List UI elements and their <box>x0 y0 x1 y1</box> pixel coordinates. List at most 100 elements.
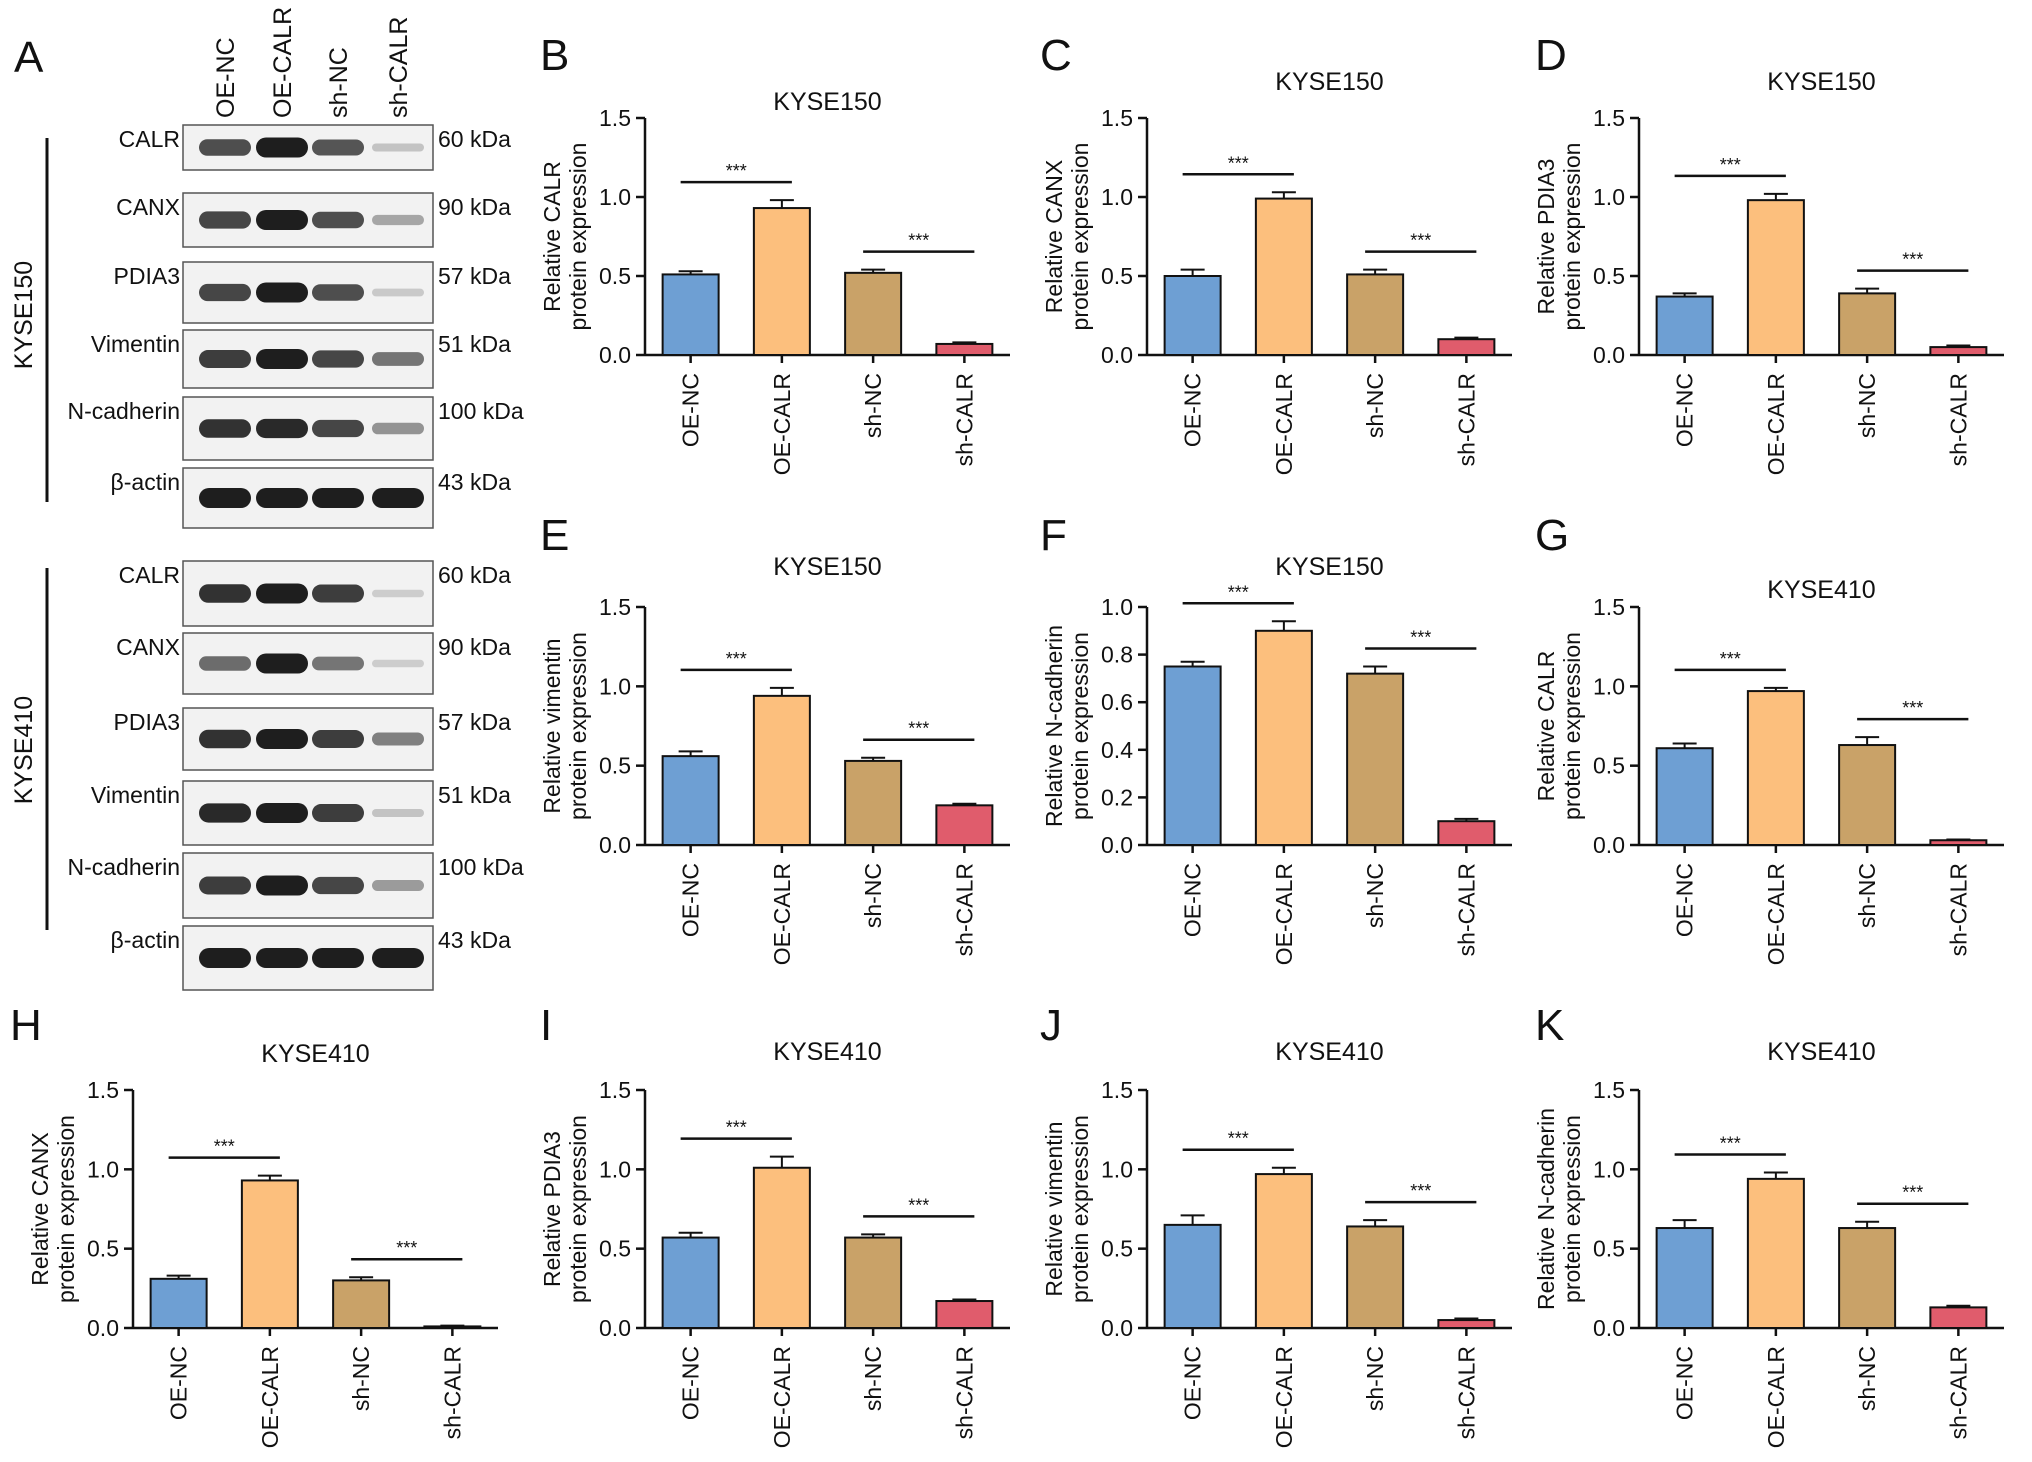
y-tick-label: 1.5 <box>599 1077 631 1103</box>
y-tick-label: 1.0 <box>1593 1156 1625 1182</box>
y-tick-label: 0.0 <box>87 1315 119 1341</box>
blot-band <box>372 948 424 968</box>
bar <box>661 1236 720 1330</box>
x-tick-label: OE-CALR <box>1271 373 1297 475</box>
significance-stars: *** <box>908 1195 929 1215</box>
chart-title: KYSE410 <box>1767 1038 1875 1066</box>
significance-stars: *** <box>1902 250 1923 270</box>
bar <box>1746 199 1805 356</box>
chart-title: KYSE150 <box>1275 68 1383 96</box>
blot-band <box>372 880 424 891</box>
y-tick-label: 0.5 <box>599 263 631 289</box>
bar <box>661 755 720 846</box>
y-tick-label: 1.0 <box>599 184 631 210</box>
x-tick-label: sh-NC <box>860 1346 886 1411</box>
y-axis-label: Relative vimentin <box>539 638 565 813</box>
significance-stars: *** <box>1410 231 1431 251</box>
y-tick-label: 0.0 <box>599 832 631 858</box>
chart-panel-k: K KYSE410 0.0 0.5 1.0 1.5 Relative N-cadherin p… <box>1533 1001 2004 1448</box>
protein-label: PDIA3 <box>114 263 180 289</box>
x-tick-label: sh-CALR <box>951 1346 977 1439</box>
bar <box>935 804 994 846</box>
bar <box>1746 690 1805 846</box>
bar <box>1254 197 1313 356</box>
x-tick-label: OE-CALR <box>1763 863 1789 965</box>
blot-band <box>199 419 251 438</box>
y-tick-label: 0.4 <box>1101 737 1133 763</box>
panel-letter: G <box>1535 511 1569 560</box>
blot-band <box>199 350 251 368</box>
bar <box>240 1179 299 1329</box>
x-tick-label: sh-NC <box>1362 863 1388 928</box>
blot-band <box>312 139 364 156</box>
x-tick-label: OE-CALR <box>769 1346 795 1448</box>
bar <box>752 694 811 846</box>
protein-label: CANX <box>116 194 180 220</box>
size-label: 43 kDa <box>438 927 511 953</box>
x-tick-label: OE-CALR <box>1763 373 1789 475</box>
blot-band <box>199 139 251 156</box>
blot-band <box>312 350 364 368</box>
y-tick-label: 1.5 <box>1593 105 1625 131</box>
bar <box>332 1279 391 1330</box>
y-axis-label: protein expression <box>1559 143 1585 331</box>
blot-band <box>372 659 424 668</box>
size-label: 90 kDa <box>438 634 511 660</box>
x-tick-label: sh-NC <box>860 863 886 928</box>
size-label: 43 kDa <box>438 469 511 495</box>
y-axis-label: Relative CALR <box>1533 651 1559 802</box>
protein-label: Vimentin <box>91 782 180 808</box>
blot-band <box>256 282 308 303</box>
significance-stars: *** <box>1228 1129 1249 1149</box>
bar <box>1346 1225 1405 1330</box>
y-axis-label: Relative N-cadherin <box>1041 625 1067 827</box>
y-tick-label: 1.0 <box>1101 184 1133 210</box>
x-tick-label: sh-CALR <box>951 863 977 956</box>
bar <box>1655 295 1714 357</box>
x-tick-label: OE-CALR <box>1271 863 1297 965</box>
x-tick-label: sh-NC <box>1854 1346 1880 1411</box>
x-tick-label: OE-CALR <box>769 373 795 475</box>
significance-stars: *** <box>908 231 929 251</box>
panel-letter: I <box>540 1001 552 1050</box>
blot-band <box>199 803 251 823</box>
y-tick-label: 1.0 <box>1101 1156 1133 1182</box>
y-tick-label: 1.5 <box>1101 105 1133 131</box>
y-tick-label: 0.0 <box>599 342 631 368</box>
y-tick-label: 0.2 <box>1101 784 1133 810</box>
x-tick-label: sh-CALR <box>439 1346 465 1439</box>
bar <box>1929 1306 1988 1329</box>
y-axis-label: protein expression <box>565 632 591 820</box>
chart-panel-f: F KYSE150 0.0 0.2 0.4 0.6 0.8 1.0 Relative N-cad… <box>1040 511 1512 965</box>
blot-band <box>312 948 364 968</box>
panel-letter: E <box>540 511 569 560</box>
size-label: 51 kDa <box>438 331 511 357</box>
x-tick-label: OE-CALR <box>1271 1346 1297 1448</box>
chart-panel-d: D KYSE150 0.0 0.5 1.0 1.5 Relative PDIA3 protei… <box>1533 31 2004 475</box>
y-axis-label: Relative vimentin <box>1041 1121 1067 1296</box>
y-tick-label: 1.0 <box>599 1156 631 1182</box>
y-axis-label: protein expression <box>1559 1115 1585 1303</box>
y-tick-label: 0.0 <box>1593 1315 1625 1341</box>
bar <box>661 273 720 357</box>
y-axis-label: protein expression <box>565 143 591 331</box>
size-label: 60 kDa <box>438 126 511 152</box>
cell-line-label: KYSE150 <box>10 261 38 369</box>
bar <box>1929 346 1988 357</box>
y-tick-label: 1.5 <box>1593 1077 1625 1103</box>
protein-label: β-actin <box>111 927 180 953</box>
lane-label: OE-CALR <box>269 7 297 118</box>
blot-band <box>372 288 424 297</box>
blot-band <box>312 419 364 438</box>
blot-band <box>199 729 251 749</box>
lane-label: OE-NC <box>212 37 240 118</box>
y-tick-label: 1.5 <box>87 1077 119 1103</box>
bar <box>844 1236 903 1330</box>
size-label: 60 kDa <box>438 562 511 588</box>
blot-band <box>312 584 364 603</box>
chart-title: KYSE410 <box>1767 576 1875 604</box>
blot-band <box>256 653 308 674</box>
panel-letter: F <box>1040 511 1067 560</box>
y-tick-label: 0.0 <box>1593 342 1625 368</box>
